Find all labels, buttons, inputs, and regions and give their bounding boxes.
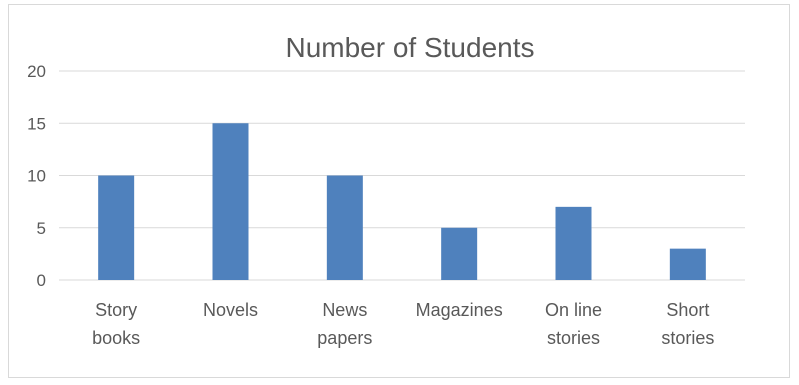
bar — [669, 248, 706, 280]
x-axis-labels: Story books Novels News papers Magazines On li… — [92, 300, 714, 348]
x-category-label: On line stories — [545, 300, 602, 348]
bar — [326, 175, 363, 280]
bars — [98, 123, 706, 280]
x-category-label-line: News — [322, 300, 367, 320]
bar — [441, 227, 478, 280]
bar — [212, 123, 249, 280]
x-category-label: Short stories — [661, 300, 714, 348]
x-category-label: Story books — [92, 300, 140, 348]
y-tick-label: 10 — [27, 167, 46, 186]
y-tick-label: 15 — [27, 114, 46, 133]
x-category-label-line: stories — [547, 328, 600, 348]
y-tick-label: 5 — [37, 219, 46, 238]
x-category-label-line: Novels — [203, 300, 258, 320]
chart-frame — [8, 4, 790, 378]
x-category-label-line: books — [92, 328, 140, 348]
x-category-label-line: Short — [666, 300, 709, 320]
x-category-label: Novels — [203, 300, 258, 320]
x-category-label-line: Story — [95, 300, 137, 320]
x-category-label-line: On line — [545, 300, 602, 320]
y-tick-label: 0 — [37, 271, 46, 290]
bar — [98, 175, 135, 280]
x-category-label: News papers — [317, 300, 372, 348]
x-category-label-line: papers — [317, 328, 372, 348]
bar — [555, 206, 592, 280]
x-category-label-line: stories — [661, 328, 714, 348]
chart-title: Number of Students — [285, 32, 534, 63]
x-category-label: Magazines — [416, 300, 503, 320]
y-tick-label: 20 — [27, 62, 46, 81]
gridlines — [59, 70, 745, 281]
y-axis-ticks: 0 5 10 15 20 — [27, 62, 46, 290]
x-category-label-line: Magazines — [416, 300, 503, 320]
